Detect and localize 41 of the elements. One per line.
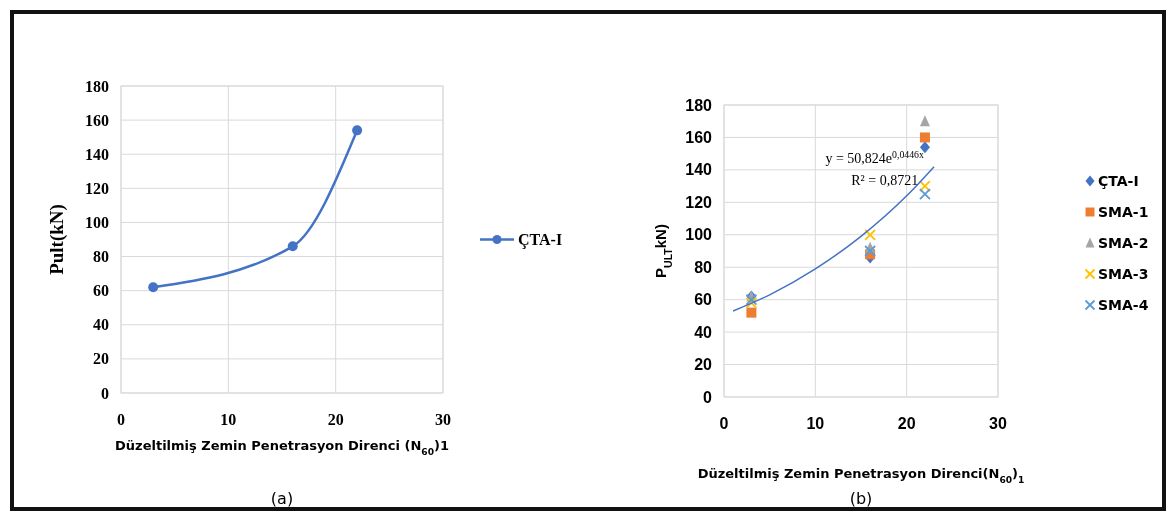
x-tick-label: 10 xyxy=(220,411,237,428)
y-tick-label: 60 xyxy=(93,282,109,300)
legend-label: SMA-3 xyxy=(1098,265,1149,282)
y-tick-label: 80 xyxy=(694,258,713,276)
text: (a) xyxy=(270,489,294,508)
y-tick-label: 60 xyxy=(694,291,713,309)
annotation: y = 50,824e$^{0,0446x}$ xyxy=(825,148,925,166)
y-tick-label: 80 xyxy=(93,248,109,266)
y-tick-label: 0 xyxy=(703,388,713,406)
y-tick-label: 40 xyxy=(694,323,713,341)
y-tick-label: 160 xyxy=(685,129,713,147)
annotation: R² = 0,8721 xyxy=(851,173,919,188)
y-tick-label: 100 xyxy=(685,226,713,244)
x-axis-title: Düzeltilmiş Zemin Penetrasyon Direnci (N$_{60}$)1 xyxy=(115,438,449,457)
y-axis-title: Pult(kN) xyxy=(46,204,68,275)
y-tick-label: 140 xyxy=(85,145,109,163)
text: (b) xyxy=(849,489,873,508)
x-tick-label: 30 xyxy=(435,411,451,428)
legend-label: SMA-1 xyxy=(1098,203,1149,220)
y-tick-label: 100 xyxy=(85,214,109,232)
y-tick-label: 160 xyxy=(85,111,109,129)
y-tick-label: 180 xyxy=(85,77,109,95)
legend-label: SMA-4 xyxy=(1098,296,1149,313)
y-tick-label: 120 xyxy=(85,179,109,197)
x-tick-label: 0 xyxy=(719,415,729,432)
x-tick-label: 0 xyxy=(117,411,125,428)
legend-label: ÇTA-I xyxy=(518,231,563,250)
y-tick-label: 40 xyxy=(93,316,109,334)
y-tick-label: 20 xyxy=(93,350,109,368)
y-tick-label: 120 xyxy=(685,193,713,211)
y-tick-label: 0 xyxy=(101,384,109,402)
x-axis-title: Düzeltilmiş Zemin Penetrasyon Direnci(N$_{60}$)$_{1}$ xyxy=(697,466,1025,485)
legend-label: ÇTA-I xyxy=(1098,172,1139,189)
y-tick-label: 140 xyxy=(685,161,713,179)
x-tick-label: 20 xyxy=(327,411,344,428)
x-tick-label: 10 xyxy=(806,415,825,432)
y-tick-label: 180 xyxy=(685,96,713,114)
x-tick-label: 30 xyxy=(989,415,1007,432)
legend-label: SMA-2 xyxy=(1098,234,1149,251)
x-tick-label: 20 xyxy=(897,415,916,432)
y-tick-label: 20 xyxy=(694,356,713,374)
